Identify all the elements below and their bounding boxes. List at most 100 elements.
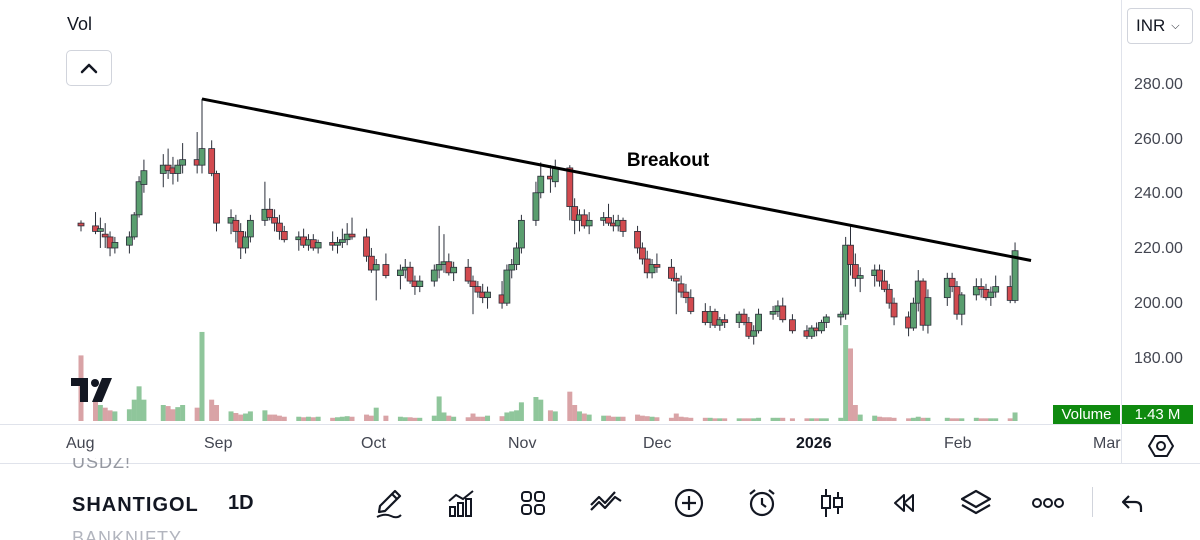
- time-tick: Oct: [361, 435, 386, 452]
- candle: [96, 217, 104, 248]
- candle: [571, 198, 579, 235]
- bullish-candle-body: [198, 148, 206, 166]
- volume-bar: [339, 416, 345, 421]
- volume-bar: [383, 415, 389, 421]
- indicators-button[interactable]: [441, 484, 481, 522]
- volume-bar: [814, 418, 820, 421]
- bearish-candle-body: [653, 264, 661, 268]
- volume-bar: [707, 417, 713, 421]
- volume-bar: [305, 416, 311, 421]
- candle: [276, 214, 283, 240]
- volume-bar: [581, 413, 587, 421]
- bullish-candle-body: [924, 297, 932, 326]
- volume-bar: [417, 417, 423, 421]
- volume-bar: [499, 416, 505, 421]
- candle: [842, 236, 850, 320]
- candle: [634, 225, 641, 254]
- candle: [198, 98, 206, 174]
- volume-bar: [160, 405, 166, 421]
- more-button[interactable]: [1028, 484, 1068, 522]
- bullish-candle-body: [808, 327, 816, 337]
- volume-bar: [436, 396, 442, 421]
- bullish-candle-body: [130, 214, 138, 238]
- volume-bar: [920, 417, 926, 421]
- candle: [503, 264, 511, 306]
- volume-indicator-label[interactable]: Vol: [67, 14, 93, 34]
- volume-bar: [756, 417, 762, 421]
- bullish-candle-body: [338, 239, 346, 243]
- drawing-tool-button[interactable]: [368, 484, 408, 522]
- bearish-candle-body: [711, 311, 719, 326]
- volume-bar: [959, 418, 965, 421]
- volume-bar: [547, 410, 553, 421]
- candle: [648, 259, 656, 279]
- candle: [687, 289, 695, 315]
- tradingview-logo-icon: [71, 378, 112, 402]
- candle: [711, 308, 719, 328]
- price-axis[interactable]: [1121, 0, 1122, 463]
- time-axis[interactable]: [0, 424, 1121, 425]
- volume-bar: [654, 417, 660, 421]
- volume-bar: [175, 407, 181, 421]
- volume-bar: [170, 409, 176, 421]
- bullish-candle-body: [397, 269, 404, 276]
- volume-bar: [465, 417, 471, 421]
- candle: [363, 228, 370, 262]
- volume-bar: [131, 399, 137, 421]
- volume-bar: [514, 410, 520, 421]
- volume-bar: [397, 416, 403, 421]
- volume-bar: [838, 417, 844, 421]
- volume-bars: [78, 325, 1018, 421]
- current-symbol[interactable]: SHANTIGOL: [72, 494, 199, 516]
- bearish-candle-body: [474, 286, 482, 293]
- candle: [856, 267, 864, 293]
- volume-bar: [214, 405, 220, 421]
- volume-bar: [857, 414, 863, 421]
- bullish-candle-body: [856, 275, 864, 279]
- candle-type-icon: [821, 489, 843, 517]
- candle: [179, 143, 187, 174]
- volume-bar: [276, 415, 282, 421]
- candle: [367, 247, 375, 273]
- bearish-candle-body: [232, 219, 240, 232]
- volume-bar: [954, 418, 960, 421]
- chart-type-button[interactable]: [812, 484, 852, 522]
- bullish-candle-body: [435, 264, 443, 271]
- bullish-candle-body: [503, 269, 511, 304]
- price-tick: 260.00: [1134, 131, 1183, 148]
- interval-button[interactable]: 1D: [228, 492, 254, 514]
- volume-bar: [668, 417, 674, 421]
- price-tick: 180.00: [1134, 350, 1183, 367]
- alert-button[interactable]: [742, 484, 782, 522]
- candle: [551, 159, 559, 188]
- replay-button[interactable]: [884, 484, 924, 522]
- indicators-icon: [448, 490, 474, 517]
- add-button[interactable]: [669, 484, 709, 522]
- previous-symbol[interactable]: USDZ!: [72, 458, 131, 472]
- candle: [508, 259, 516, 279]
- bearish-candle-body: [271, 217, 278, 224]
- bullish-candle-body: [769, 311, 777, 315]
- chevron-up-icon: [80, 63, 98, 74]
- bullish-candle-body: [648, 264, 656, 274]
- bearish-candle-body: [890, 302, 898, 318]
- next-symbol[interactable]: BANKNIFTY: [72, 528, 183, 540]
- volume-bar: [818, 418, 824, 421]
- layouts-button[interactable]: [513, 484, 553, 522]
- volume-bar: [770, 417, 776, 421]
- volume-bar: [441, 412, 447, 421]
- currency-select[interactable]: INR ⌵: [1127, 8, 1193, 44]
- candle: [397, 264, 404, 290]
- layers-button[interactable]: [956, 484, 996, 522]
- price-tick: 220.00: [1134, 240, 1183, 257]
- price-chart[interactable]: Breakout: [0, 0, 1121, 424]
- compare-button[interactable]: [586, 484, 626, 522]
- bullish-candle-body: [246, 219, 254, 238]
- chart-settings-icon[interactable]: [1148, 433, 1174, 459]
- bearish-candle-body: [745, 322, 753, 337]
- volume-bar: [344, 416, 350, 421]
- collapse-indicators-button[interactable]: [66, 50, 112, 86]
- undo-button[interactable]: [1113, 484, 1153, 522]
- candle: [668, 259, 675, 282]
